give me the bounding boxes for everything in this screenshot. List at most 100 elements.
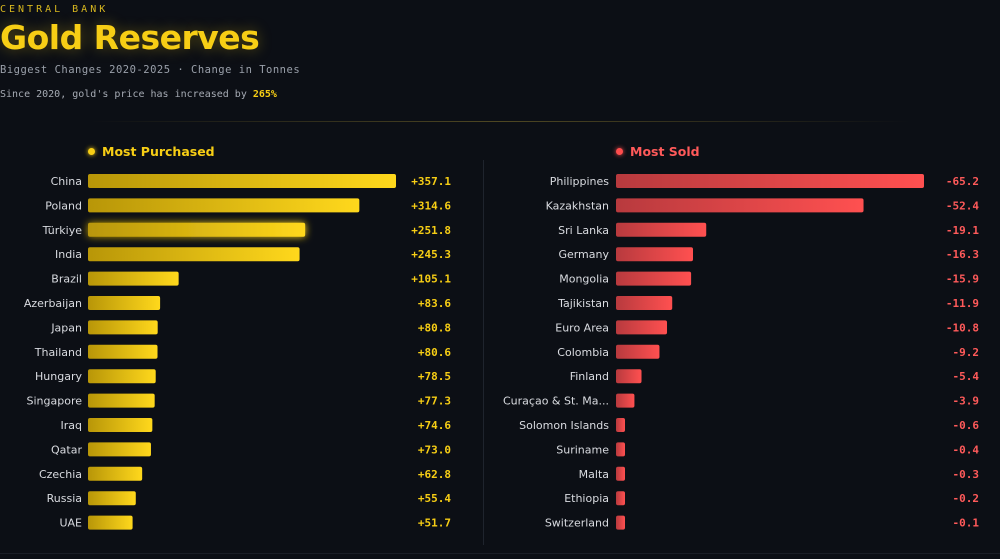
purchased-value-label: +51.7 [418, 517, 451, 530]
purchased-category-label: Singapore [27, 395, 83, 408]
sold-bar [616, 174, 924, 188]
sold-category-label: Tajikistan [557, 297, 609, 310]
sold-value-label: -11.9 [946, 297, 979, 310]
purchased-bar [88, 442, 151, 457]
purchased-bar [88, 418, 153, 432]
sold-value-label: -3.9 [953, 395, 980, 408]
purchased-value-label: +73.0 [418, 443, 451, 456]
sold-bar [616, 393, 635, 408]
sold-chart: Philippines -65.2 Kazakhstan -52.4 Sri Lanka… [503, 174, 979, 530]
sold-value-label: -0.3 [953, 468, 980, 481]
purchased-value-label: +245.3 [411, 248, 451, 261]
sold-value-label: -16.3 [946, 248, 979, 261]
purchased-value-label: +78.5 [418, 370, 451, 383]
purchased-bar [88, 491, 136, 506]
purchased-bar [88, 296, 161, 310]
purchased-bar [88, 247, 300, 262]
purchased-category-label: Thailand [34, 346, 82, 359]
purchased-value-label: +74.6 [418, 419, 451, 432]
purchased-value-label: +80.8 [418, 321, 451, 334]
sold-category-label: Ethiopia [564, 492, 609, 505]
purchased-value-label: +251.8 [411, 224, 451, 237]
sold-category-label: Kazakhstan [546, 199, 609, 212]
purchased-value-label: +314.6 [411, 199, 451, 212]
sold-bar [616, 466, 625, 481]
purchased-bar [88, 466, 143, 481]
sold-bar [616, 320, 668, 335]
purchased-value-label: +55.4 [418, 492, 451, 505]
sold-category-label: Germany [558, 248, 609, 261]
purchased-value-label: +77.3 [418, 395, 451, 408]
sold-bar [616, 198, 864, 213]
red-dot-icon [616, 148, 623, 155]
purchased-chart: China +357.1 Poland +314.6 Türkiye +251.8 Indi… [24, 174, 451, 530]
purchased-category-label: Poland [45, 199, 82, 212]
sold-bar [616, 491, 625, 506]
sold-bar [616, 247, 693, 262]
purchased-bar [88, 198, 360, 213]
purchased-category-label: Qatar [51, 443, 82, 456]
sold-value-label: -0.1 [953, 517, 980, 530]
price-note-text: Since 2020, gold's price has increased b… [0, 89, 253, 100]
purchased-bar [88, 174, 396, 188]
gold-dot-icon [88, 148, 95, 155]
purchased-category-label: UAE [59, 517, 82, 530]
page-subtitle: Biggest Changes 2020-2025 · Change in To… [0, 64, 301, 76]
purchased-category-label: Türkiye [42, 224, 83, 237]
purchased-value-label: +357.1 [411, 175, 451, 188]
sold-bar [616, 442, 625, 457]
purchased-bar [88, 320, 158, 335]
purchased-bar [88, 271, 179, 286]
sold-category-label: Suriname [556, 443, 609, 456]
purchased-category-label: Brazil [51, 273, 82, 286]
footer-divider [0, 553, 1000, 554]
purchased-value-label: +80.6 [418, 346, 451, 359]
purchased-category-label: Iraq [61, 419, 83, 432]
sold-category-label: Sri Lanka [558, 224, 609, 237]
sold-category-label: Mongolia [559, 273, 609, 286]
sold-category-label: Curaçao & St. Ma... [503, 395, 609, 408]
page-title: Gold Reserves [0, 18, 260, 57]
eyebrow-label: CENTRAL BANK [0, 4, 109, 15]
purchased-category-label: Czechia [39, 468, 82, 481]
sold-category-label: Euro Area [555, 321, 609, 334]
purchased-category-label: India [55, 248, 82, 261]
sold-category-label: Colombia [557, 346, 609, 359]
sold-category-label: Solomon Islands [519, 419, 609, 432]
panel-divider [483, 160, 484, 545]
sold-value-label: -52.4 [946, 199, 979, 212]
purchased-bar [88, 369, 156, 384]
sold-bar [616, 296, 673, 310]
sold-value-label: -0.4 [953, 443, 980, 456]
price-increase-value: 265% [252, 89, 277, 100]
sold-bar [616, 515, 625, 530]
sold-category-label: Finland [570, 370, 609, 383]
sold-bar [616, 418, 625, 432]
purchased-category-label: Azerbaijan [24, 297, 82, 310]
purchased-value-label: +105.1 [411, 273, 451, 286]
sold-title-text: Most Sold [630, 144, 700, 159]
sold-value-label: -15.9 [946, 273, 979, 286]
sold-value-label: -10.8 [946, 321, 979, 334]
price-note: Since 2020, gold's price has increased b… [0, 89, 1000, 100]
sold-value-label: -0.6 [953, 419, 980, 432]
purchased-category-label: Japan [50, 321, 82, 334]
purchased-category-label: China [51, 175, 82, 188]
purchased-title-text: Most Purchased [102, 144, 215, 159]
sold-category-label: Malta [579, 468, 609, 481]
sold-bar [616, 222, 707, 237]
purchased-bar [88, 344, 158, 359]
sold-value-label: -0.2 [953, 492, 980, 505]
sold-category-label: Philippines [550, 175, 610, 188]
purchased-bar [88, 222, 306, 237]
purchased-value-label: +62.8 [418, 468, 451, 481]
sold-value-label: -5.4 [953, 370, 980, 383]
purchased-panel-title: Most Purchased [88, 144, 215, 159]
sold-value-label: -65.2 [946, 175, 979, 188]
purchased-bar [88, 393, 155, 408]
purchased-category-label: Hungary [35, 370, 82, 383]
sold-bar [616, 369, 642, 384]
purchased-category-label: Russia [47, 492, 82, 505]
sold-value-label: -19.1 [946, 224, 979, 237]
